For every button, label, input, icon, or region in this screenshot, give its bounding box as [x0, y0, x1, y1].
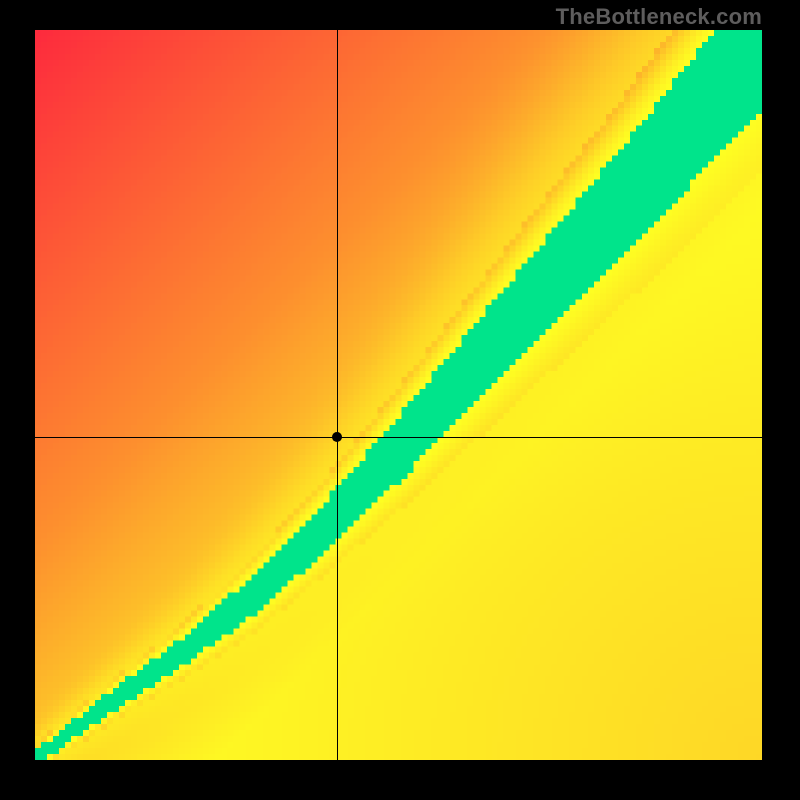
crosshair-marker: [331, 431, 343, 443]
watermark-text: TheBottleneck.com: [556, 4, 762, 30]
crosshair-vertical: [337, 30, 338, 760]
chart-container: { "watermark": "TheBottleneck.com", "wat…: [0, 0, 800, 800]
bottleneck-heatmap: [35, 30, 762, 760]
crosshair-horizontal: [35, 437, 762, 438]
